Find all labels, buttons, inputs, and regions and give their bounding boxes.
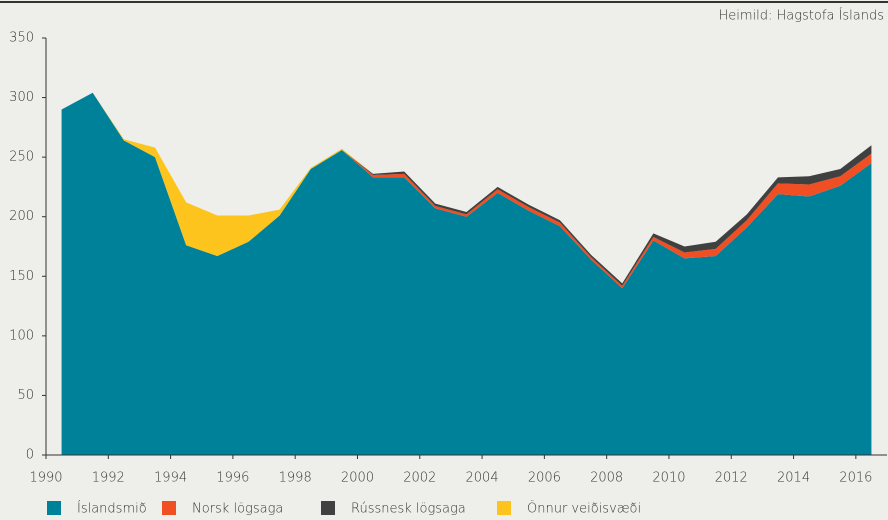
x-tick-label: 2004 xyxy=(466,471,499,486)
x-tick-label: 1996 xyxy=(216,471,249,486)
y-tick-label: 150 xyxy=(9,269,34,284)
y-tick-label: 300 xyxy=(9,90,34,105)
x-tick-label: 1998 xyxy=(279,471,312,486)
y-tick-label: 350 xyxy=(9,31,34,46)
legend-swatch xyxy=(497,501,511,515)
x-tick-label: 2008 xyxy=(590,471,623,486)
y-tick-label: 50 xyxy=(17,388,34,403)
x-tick-label: 1994 xyxy=(154,471,187,486)
y-tick-label: 0 xyxy=(26,448,34,463)
x-tick-label: 1992 xyxy=(92,471,125,486)
x-tick-label: 2000 xyxy=(341,471,374,486)
legend-swatch xyxy=(162,501,176,515)
y-tick-label: 200 xyxy=(9,209,34,224)
x-tick-label: 2002 xyxy=(403,471,436,486)
x-tick-label: 2016 xyxy=(839,471,872,486)
x-tick-label: 2006 xyxy=(528,471,561,486)
legend-label: Önnur veiðisvæði xyxy=(527,501,641,517)
y-tick-label: 250 xyxy=(9,150,34,165)
legend-label: Norsk lögsaga xyxy=(192,502,283,517)
area xyxy=(61,92,872,455)
source: Heimild: Hagstofa Íslands xyxy=(718,8,884,24)
x-tick-label: 2014 xyxy=(777,471,810,486)
legend-label: Íslandsmið xyxy=(77,501,147,517)
y-tick-label: 100 xyxy=(9,328,34,343)
legend-label: Rússnesk lögsaga xyxy=(351,502,466,517)
legend-swatch xyxy=(321,501,335,515)
legend-swatch xyxy=(47,501,61,515)
x-tick-label: 2012 xyxy=(715,471,748,486)
x-tick-label: 1990 xyxy=(29,471,62,486)
x-tick-label: 2010 xyxy=(652,471,685,486)
